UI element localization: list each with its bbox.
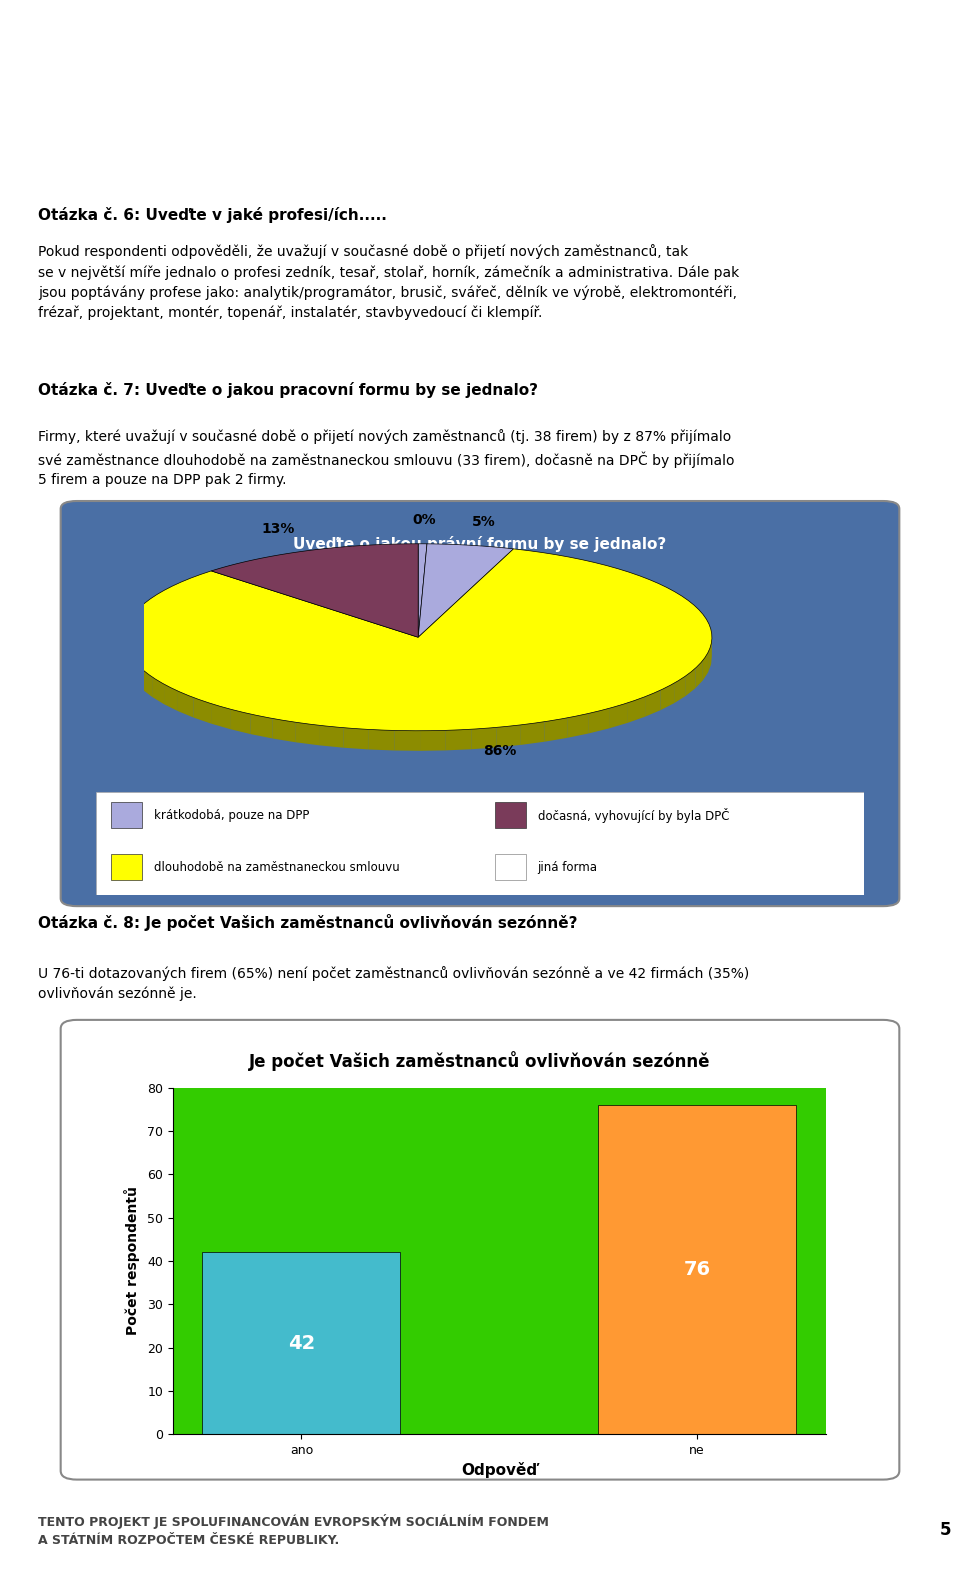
Polygon shape: [273, 719, 296, 743]
Text: Pokud respondenti odpověděli, že uvažují v současné době o přijetí nových zaměst: Pokud respondenti odpověděli, že uvažují…: [38, 245, 739, 320]
Polygon shape: [211, 544, 419, 638]
Text: 42: 42: [288, 1334, 315, 1353]
Text: 5: 5: [939, 1522, 950, 1539]
FancyBboxPatch shape: [111, 803, 142, 828]
Polygon shape: [703, 652, 708, 681]
Wedge shape: [359, 558, 582, 774]
Polygon shape: [142, 669, 152, 696]
Polygon shape: [211, 704, 230, 730]
Wedge shape: [470, 553, 473, 665]
Polygon shape: [126, 646, 129, 674]
Text: Firmy, které uvažují v současné době o přijetí nových zaměstnanců (tj. 38 firem): Firmy, které uvažují v současné době o p…: [38, 429, 735, 487]
Polygon shape: [521, 722, 544, 744]
Polygon shape: [129, 653, 134, 682]
Polygon shape: [296, 722, 319, 746]
Wedge shape: [392, 553, 470, 665]
Polygon shape: [609, 703, 628, 728]
Text: Je počet Vašich zaměstnanců ovlivňován sezónně: Je počet Vašich zaměstnanců ovlivňován s…: [250, 1051, 710, 1070]
Polygon shape: [134, 661, 142, 690]
Polygon shape: [125, 549, 712, 731]
Text: 86%: 86%: [484, 744, 516, 758]
Polygon shape: [695, 660, 703, 688]
Polygon shape: [544, 717, 567, 741]
Polygon shape: [152, 677, 164, 704]
Text: TENTO PROJEKT JE SPOLUFINANCOVÁN EVROPSKÝM SOCIÁLNÍM FONDEM
A STÁTNÍM ROZPOČTEM : TENTO PROJEKT JE SPOLUFINANCOVÁN EVROPSK…: [38, 1514, 549, 1547]
Bar: [598, 1105, 796, 1434]
Polygon shape: [471, 727, 496, 749]
FancyBboxPatch shape: [60, 1019, 900, 1480]
Polygon shape: [125, 638, 126, 666]
Wedge shape: [470, 553, 507, 665]
Polygon shape: [420, 730, 445, 750]
Text: 5%: 5%: [472, 515, 496, 529]
Polygon shape: [445, 730, 471, 750]
Text: Otázka č. 8: Je počet Vašich zaměstnanců ovlivňován sezónně?: Otázka č. 8: Je počet Vašich zaměstnanců…: [38, 914, 578, 932]
Y-axis label: Počet respondentů: Počet respondentů: [124, 1186, 140, 1336]
Polygon shape: [567, 714, 588, 738]
Text: Otázka č. 6: Uveďte v jaké profesi/ích.....: Otázka č. 6: Uveďte v jaké profesi/ích..…: [38, 207, 387, 223]
Polygon shape: [419, 544, 514, 638]
Polygon shape: [230, 709, 251, 735]
Polygon shape: [178, 692, 194, 717]
FancyBboxPatch shape: [495, 803, 526, 828]
FancyBboxPatch shape: [96, 792, 864, 895]
Polygon shape: [628, 696, 645, 723]
Polygon shape: [685, 668, 695, 696]
Text: 13%: 13%: [262, 522, 295, 536]
Polygon shape: [251, 714, 273, 738]
Text: dlouhodobě na zaměstnaneckou smlouvu: dlouhodobě na zaměstnaneckou smlouvu: [154, 860, 399, 875]
Polygon shape: [419, 544, 427, 638]
Text: Uveďte o jakou právní formu by se jednalo?: Uveďte o jakou právní formu by se jednal…: [294, 536, 666, 552]
Text: 0%: 0%: [412, 514, 436, 528]
Text: U 76-ti dotazovaných firem (65%) není počet zaměstnanců ovlivňován sezónně a ve : U 76-ti dotazovaných firem (65%) není po…: [38, 965, 750, 1002]
Text: 76: 76: [684, 1259, 710, 1278]
Polygon shape: [708, 644, 711, 673]
Text: Otázka č. 7: Uveďte o jakou pracovní formu by se jednalo?: Otázka č. 7: Uveďte o jakou pracovní for…: [38, 382, 539, 398]
Text: krátkodobá, pouze na DPP: krátkodobá, pouze na DPP: [154, 809, 309, 822]
Polygon shape: [194, 698, 211, 723]
Polygon shape: [369, 730, 395, 750]
Polygon shape: [319, 725, 344, 747]
Polygon shape: [395, 730, 420, 750]
Polygon shape: [660, 684, 674, 711]
Bar: [203, 1253, 400, 1434]
Polygon shape: [344, 728, 369, 749]
Polygon shape: [164, 684, 178, 711]
Polygon shape: [588, 708, 609, 733]
FancyBboxPatch shape: [60, 501, 900, 906]
FancyBboxPatch shape: [495, 854, 526, 879]
X-axis label: Odpověď: Odpověď: [461, 1463, 538, 1479]
Polygon shape: [496, 725, 521, 747]
Polygon shape: [674, 676, 685, 703]
FancyBboxPatch shape: [111, 854, 142, 879]
Polygon shape: [645, 690, 660, 717]
Text: jiná forma: jiná forma: [538, 860, 597, 875]
Text: dočasná, vyhovující by byla DPČ: dočasná, vyhovující by byla DPČ: [538, 808, 729, 824]
